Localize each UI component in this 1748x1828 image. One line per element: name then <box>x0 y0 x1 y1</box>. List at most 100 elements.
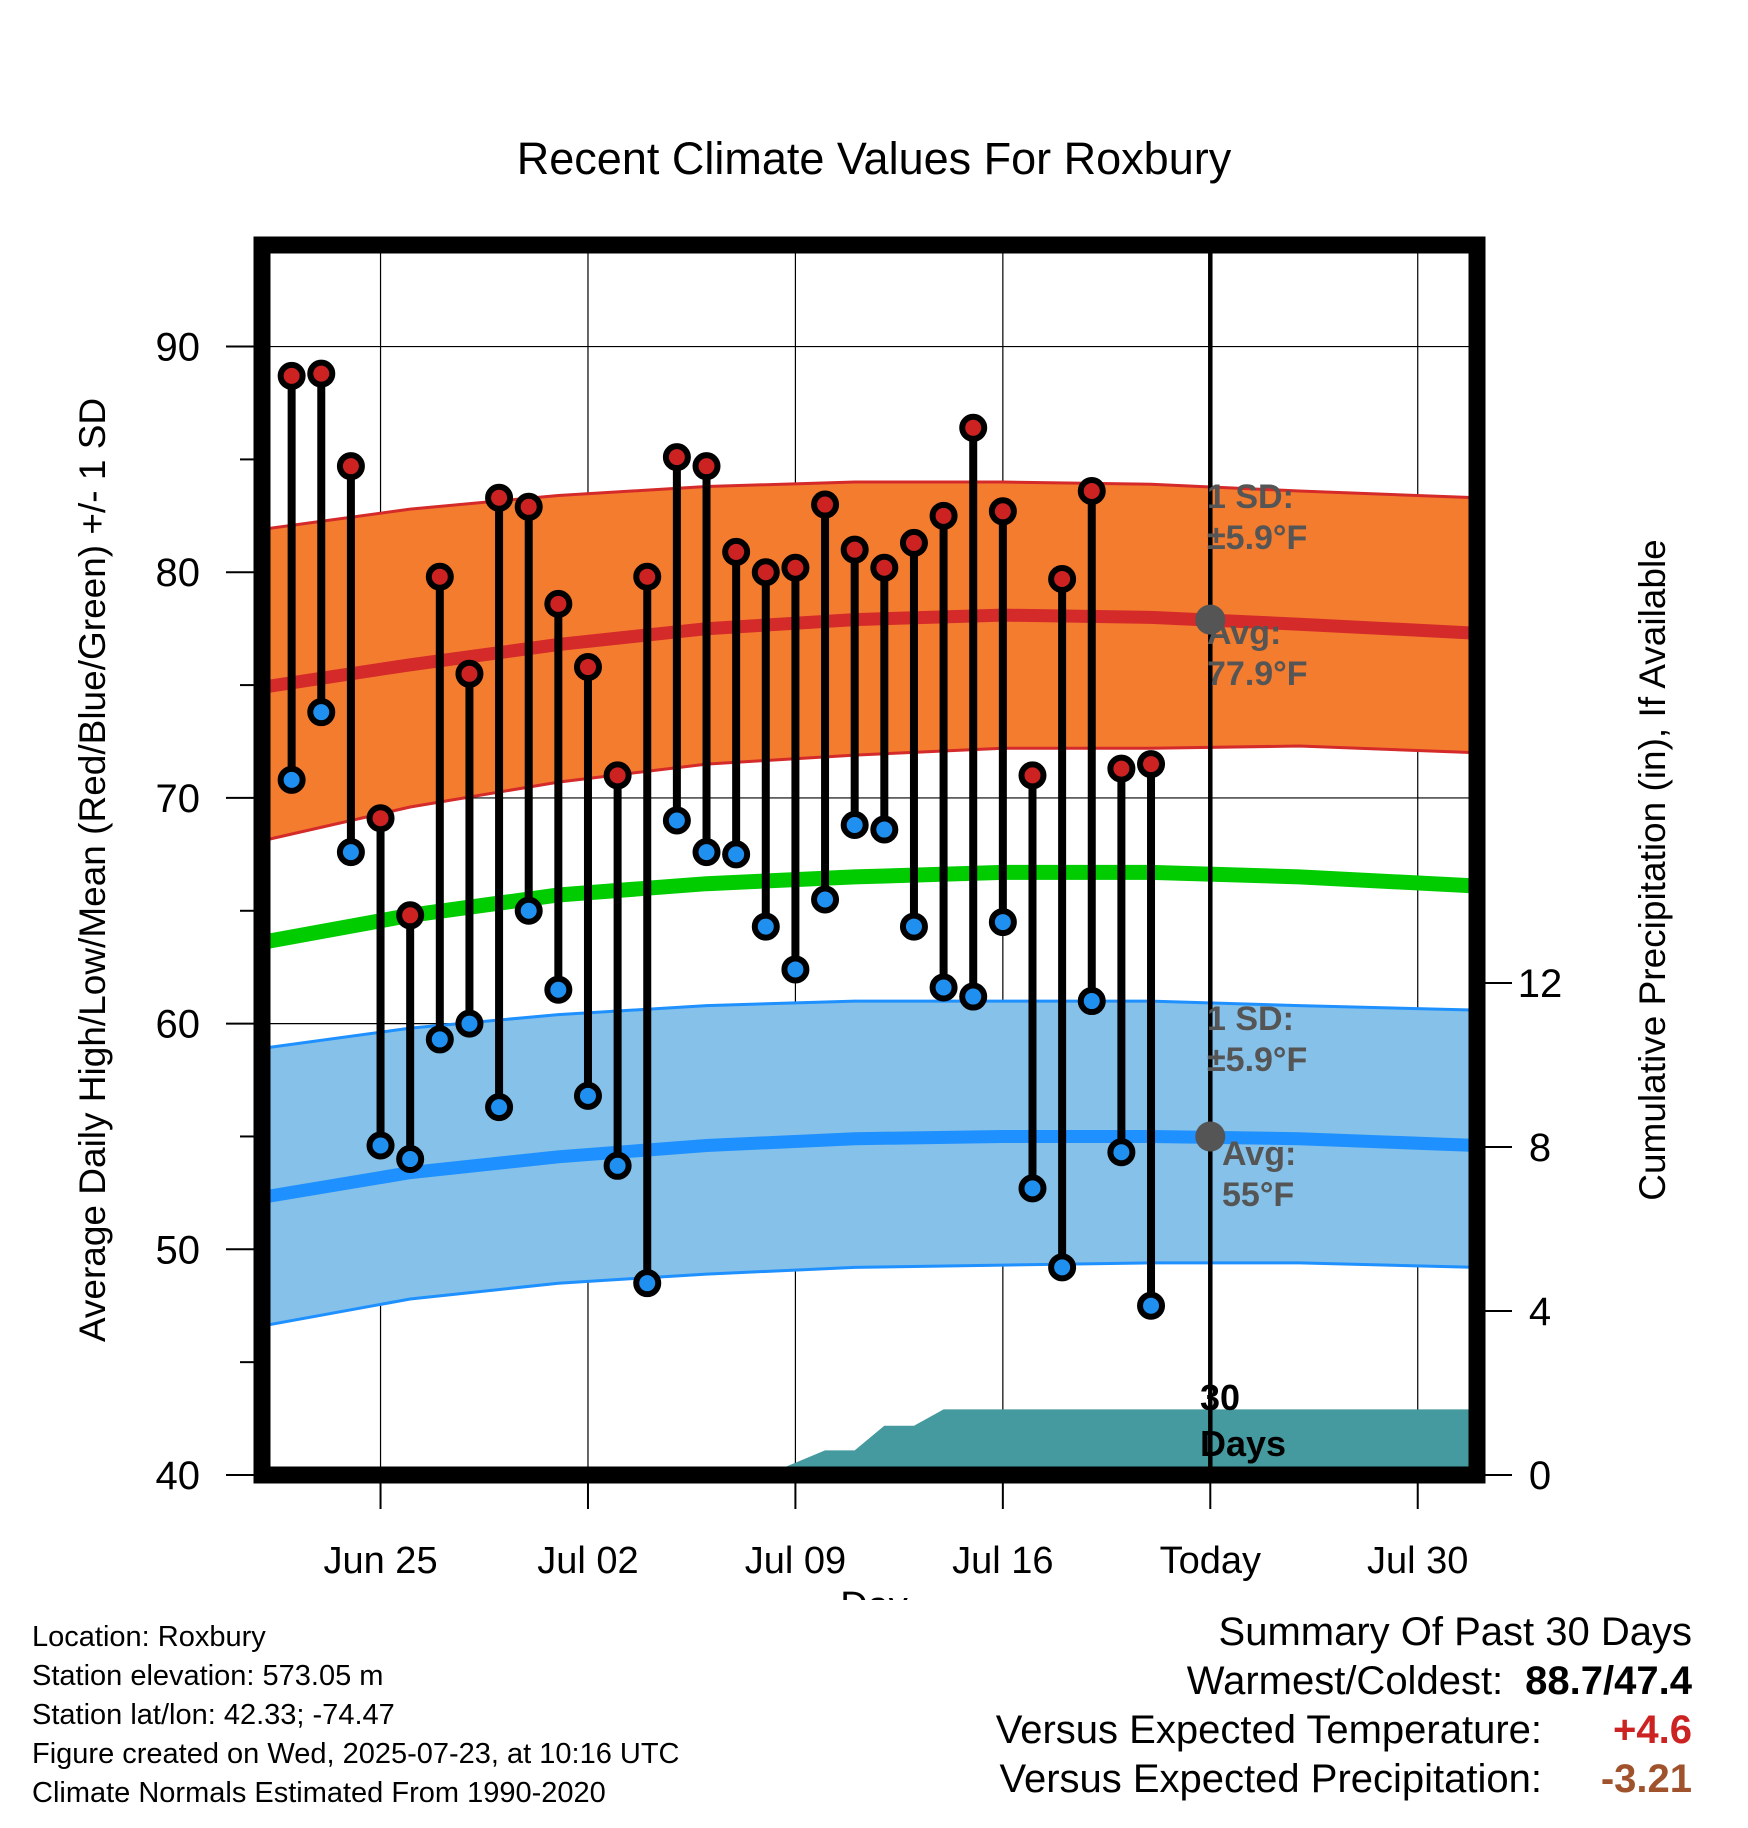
temp-label: Versus Expected Temperature: <box>995 1708 1542 1752</box>
low-avg-annotation-line: 55°F <box>1222 1176 1294 1214</box>
low-point <box>633 1269 662 1298</box>
low-point <box>277 765 306 794</box>
precipitation-area <box>262 1409 1477 1475</box>
low-point <box>751 912 780 941</box>
warm-value: 88.7/47.4 <box>1525 1659 1692 1703</box>
x-tick-label: Jul 09 <box>745 1540 846 1582</box>
high-point <box>514 492 543 521</box>
high-point <box>336 452 365 481</box>
low-point <box>1107 1138 1136 1167</box>
low-point <box>988 908 1017 937</box>
high-point <box>1137 750 1166 779</box>
mean-avg-line <box>262 864 1477 950</box>
low-point <box>840 811 869 840</box>
temp-value: +4.6 <box>1613 1708 1692 1752</box>
low-point <box>336 838 365 867</box>
plot-frame <box>253 236 1486 1484</box>
low-sd-band <box>262 999 1477 1328</box>
high-point <box>455 659 484 688</box>
y2-tick-label: 0 <box>1529 1454 1551 1498</box>
low-avg-annotation-line: Avg: <box>1222 1135 1296 1173</box>
summary-title: Summary Of Past 30 Days <box>1218 1610 1692 1654</box>
high-avg-annotation-line: Avg: <box>1207 614 1281 652</box>
high-sd-annotation-line: 1 SD: <box>1207 478 1294 516</box>
y2-tick-label: 4 <box>1529 1290 1551 1334</box>
high-point <box>988 497 1017 526</box>
low-point <box>396 1145 425 1174</box>
low-point <box>692 838 721 867</box>
latlon-text: Station lat/lon: 42.33; -74.47 <box>32 1699 395 1731</box>
climate-chart: Recent Climate Values For Roxbury 1 SD: ±… <box>72 133 1673 1600</box>
high-point <box>366 804 395 833</box>
high-avg-annotation-line: 77.9°F <box>1207 655 1308 693</box>
low-point <box>544 975 573 1004</box>
low-point <box>603 1151 632 1180</box>
location-text: Location: Roxbury <box>32 1621 266 1653</box>
high-point <box>277 361 306 390</box>
y2-tick-label: 12 <box>1518 962 1563 1006</box>
elevation-text: Station elevation: 573.05 m <box>32 1660 384 1692</box>
today-low-avg-marker <box>1195 1121 1226 1152</box>
low-point <box>1137 1291 1166 1320</box>
chart-title: Recent Climate Values For Roxbury <box>517 133 1232 184</box>
high-point <box>751 558 780 587</box>
x-tick-label: Today <box>1160 1540 1261 1582</box>
high-point <box>811 490 840 519</box>
y-tick-label: 50 <box>156 1228 201 1272</box>
low-point <box>781 955 810 984</box>
high-point <box>544 589 573 618</box>
high-point <box>1048 565 1077 594</box>
y2-axis-label: Cumulative Precipitation (in), If Availa… <box>1632 539 1673 1201</box>
y-tick-label: 40 <box>156 1454 201 1498</box>
summary-panel: Summary Of Past 30 Days Warmest/Coldest:… <box>996 1608 1692 1804</box>
high-point <box>692 452 721 481</box>
low-sd-annotation-line: ±5.9°F <box>1207 1041 1307 1079</box>
low-sd-annotation-line: 1 SD: <box>1207 1000 1294 1038</box>
high-point <box>1107 754 1136 783</box>
summary-warm-row: Warmest/Coldest: 88.7/47.4 <box>996 1657 1692 1706</box>
summary-precip-row: Versus Expected Precipitation: -3.21 <box>996 1755 1692 1804</box>
period-annotation-line: Days <box>1200 1423 1286 1464</box>
high-sd-annotation: 1 SD: ±5.9°F <box>1207 478 1307 557</box>
low-point <box>455 1009 484 1038</box>
high-point <box>603 761 632 790</box>
high-point <box>633 562 662 591</box>
period-annotation-line: 30 <box>1200 1377 1240 1418</box>
high-sd-annotation-line: ±5.9°F <box>1207 519 1307 557</box>
low-point <box>1077 987 1106 1016</box>
x-tick-label: Jun 25 <box>323 1540 437 1582</box>
precip-label: Versus Expected Precipitation: <box>999 1757 1542 1801</box>
high-point <box>425 562 454 591</box>
normals-text: Climate Normals Estimated From 1990-2020 <box>32 1777 606 1809</box>
high-point <box>870 553 899 582</box>
low-point <box>1018 1174 1047 1203</box>
high-point <box>1077 477 1106 505</box>
high-point <box>1018 761 1047 790</box>
high-point <box>840 535 869 564</box>
low-point <box>811 885 840 914</box>
high-point <box>781 553 810 582</box>
x-tick-label: Jul 02 <box>537 1540 638 1582</box>
x-tick-label: Jul 30 <box>1367 1540 1468 1582</box>
low-point <box>485 1093 514 1122</box>
low-point <box>662 806 691 835</box>
high-point <box>396 901 425 930</box>
low-point <box>1048 1253 1077 1282</box>
low-point <box>514 896 543 925</box>
low-point <box>366 1131 395 1160</box>
low-point <box>425 1025 454 1054</box>
low-avg-line <box>262 1130 1477 1204</box>
high-point <box>573 653 602 682</box>
summary-temp-row: Versus Expected Temperature: +4.6 <box>996 1706 1692 1755</box>
y-tick-label: 60 <box>156 1003 201 1047</box>
y-tick-label: 80 <box>156 551 201 595</box>
created-text: Figure created on Wed, 2025-07-23, at 10… <box>32 1738 680 1770</box>
low-point <box>573 1081 602 1110</box>
y-tick-label: 70 <box>156 777 201 821</box>
low-point <box>722 840 751 869</box>
today-high-avg-marker <box>1195 604 1226 635</box>
x-tick-label: Jul 16 <box>952 1540 1053 1582</box>
warm-label: Warmest/Coldest: <box>1186 1659 1504 1703</box>
low-sd-annotation: 1 SD: ±5.9°F <box>1207 1000 1307 1079</box>
precip-value: -3.21 <box>1600 1757 1692 1801</box>
